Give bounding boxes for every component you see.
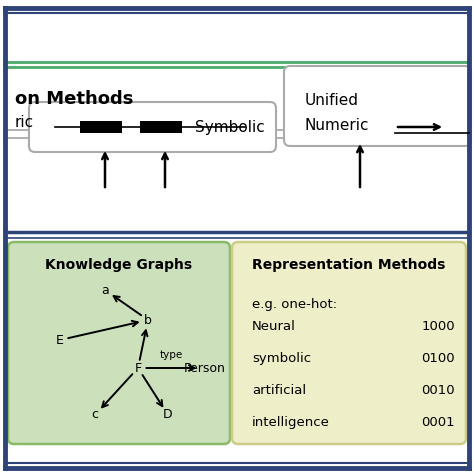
- Text: e.g. one-hot:: e.g. one-hot:: [252, 298, 337, 311]
- Text: Knowledge Graphs: Knowledge Graphs: [46, 258, 192, 272]
- FancyBboxPatch shape: [284, 66, 471, 146]
- Text: 0100: 0100: [421, 352, 455, 365]
- Bar: [80, 121, 122, 133]
- Text: Numeric: Numeric: [305, 118, 370, 133]
- Text: Person: Person: [184, 362, 226, 374]
- Text: on Methods: on Methods: [15, 90, 133, 108]
- Text: ric: ric: [15, 115, 34, 129]
- Text: D: D: [163, 409, 173, 421]
- Text: 1000: 1000: [421, 320, 455, 333]
- Text: artificial: artificial: [252, 384, 306, 397]
- Text: F: F: [135, 362, 142, 374]
- Text: 0010: 0010: [421, 384, 455, 397]
- Text: Representation Methods: Representation Methods: [252, 258, 446, 272]
- Text: Symbolic: Symbolic: [195, 119, 265, 135]
- Text: a: a: [101, 283, 109, 297]
- Text: b: b: [144, 313, 152, 327]
- Text: E: E: [56, 334, 64, 346]
- Text: Unified: Unified: [305, 93, 359, 108]
- FancyBboxPatch shape: [232, 242, 466, 444]
- Text: Neural: Neural: [252, 320, 296, 333]
- FancyBboxPatch shape: [29, 102, 276, 152]
- Bar: [140, 121, 182, 133]
- Text: type: type: [160, 350, 183, 360]
- Text: c: c: [91, 409, 99, 421]
- Text: 0001: 0001: [421, 416, 455, 429]
- FancyBboxPatch shape: [8, 242, 230, 444]
- Text: intelligence: intelligence: [252, 416, 330, 429]
- Text: symbolic: symbolic: [252, 352, 311, 365]
